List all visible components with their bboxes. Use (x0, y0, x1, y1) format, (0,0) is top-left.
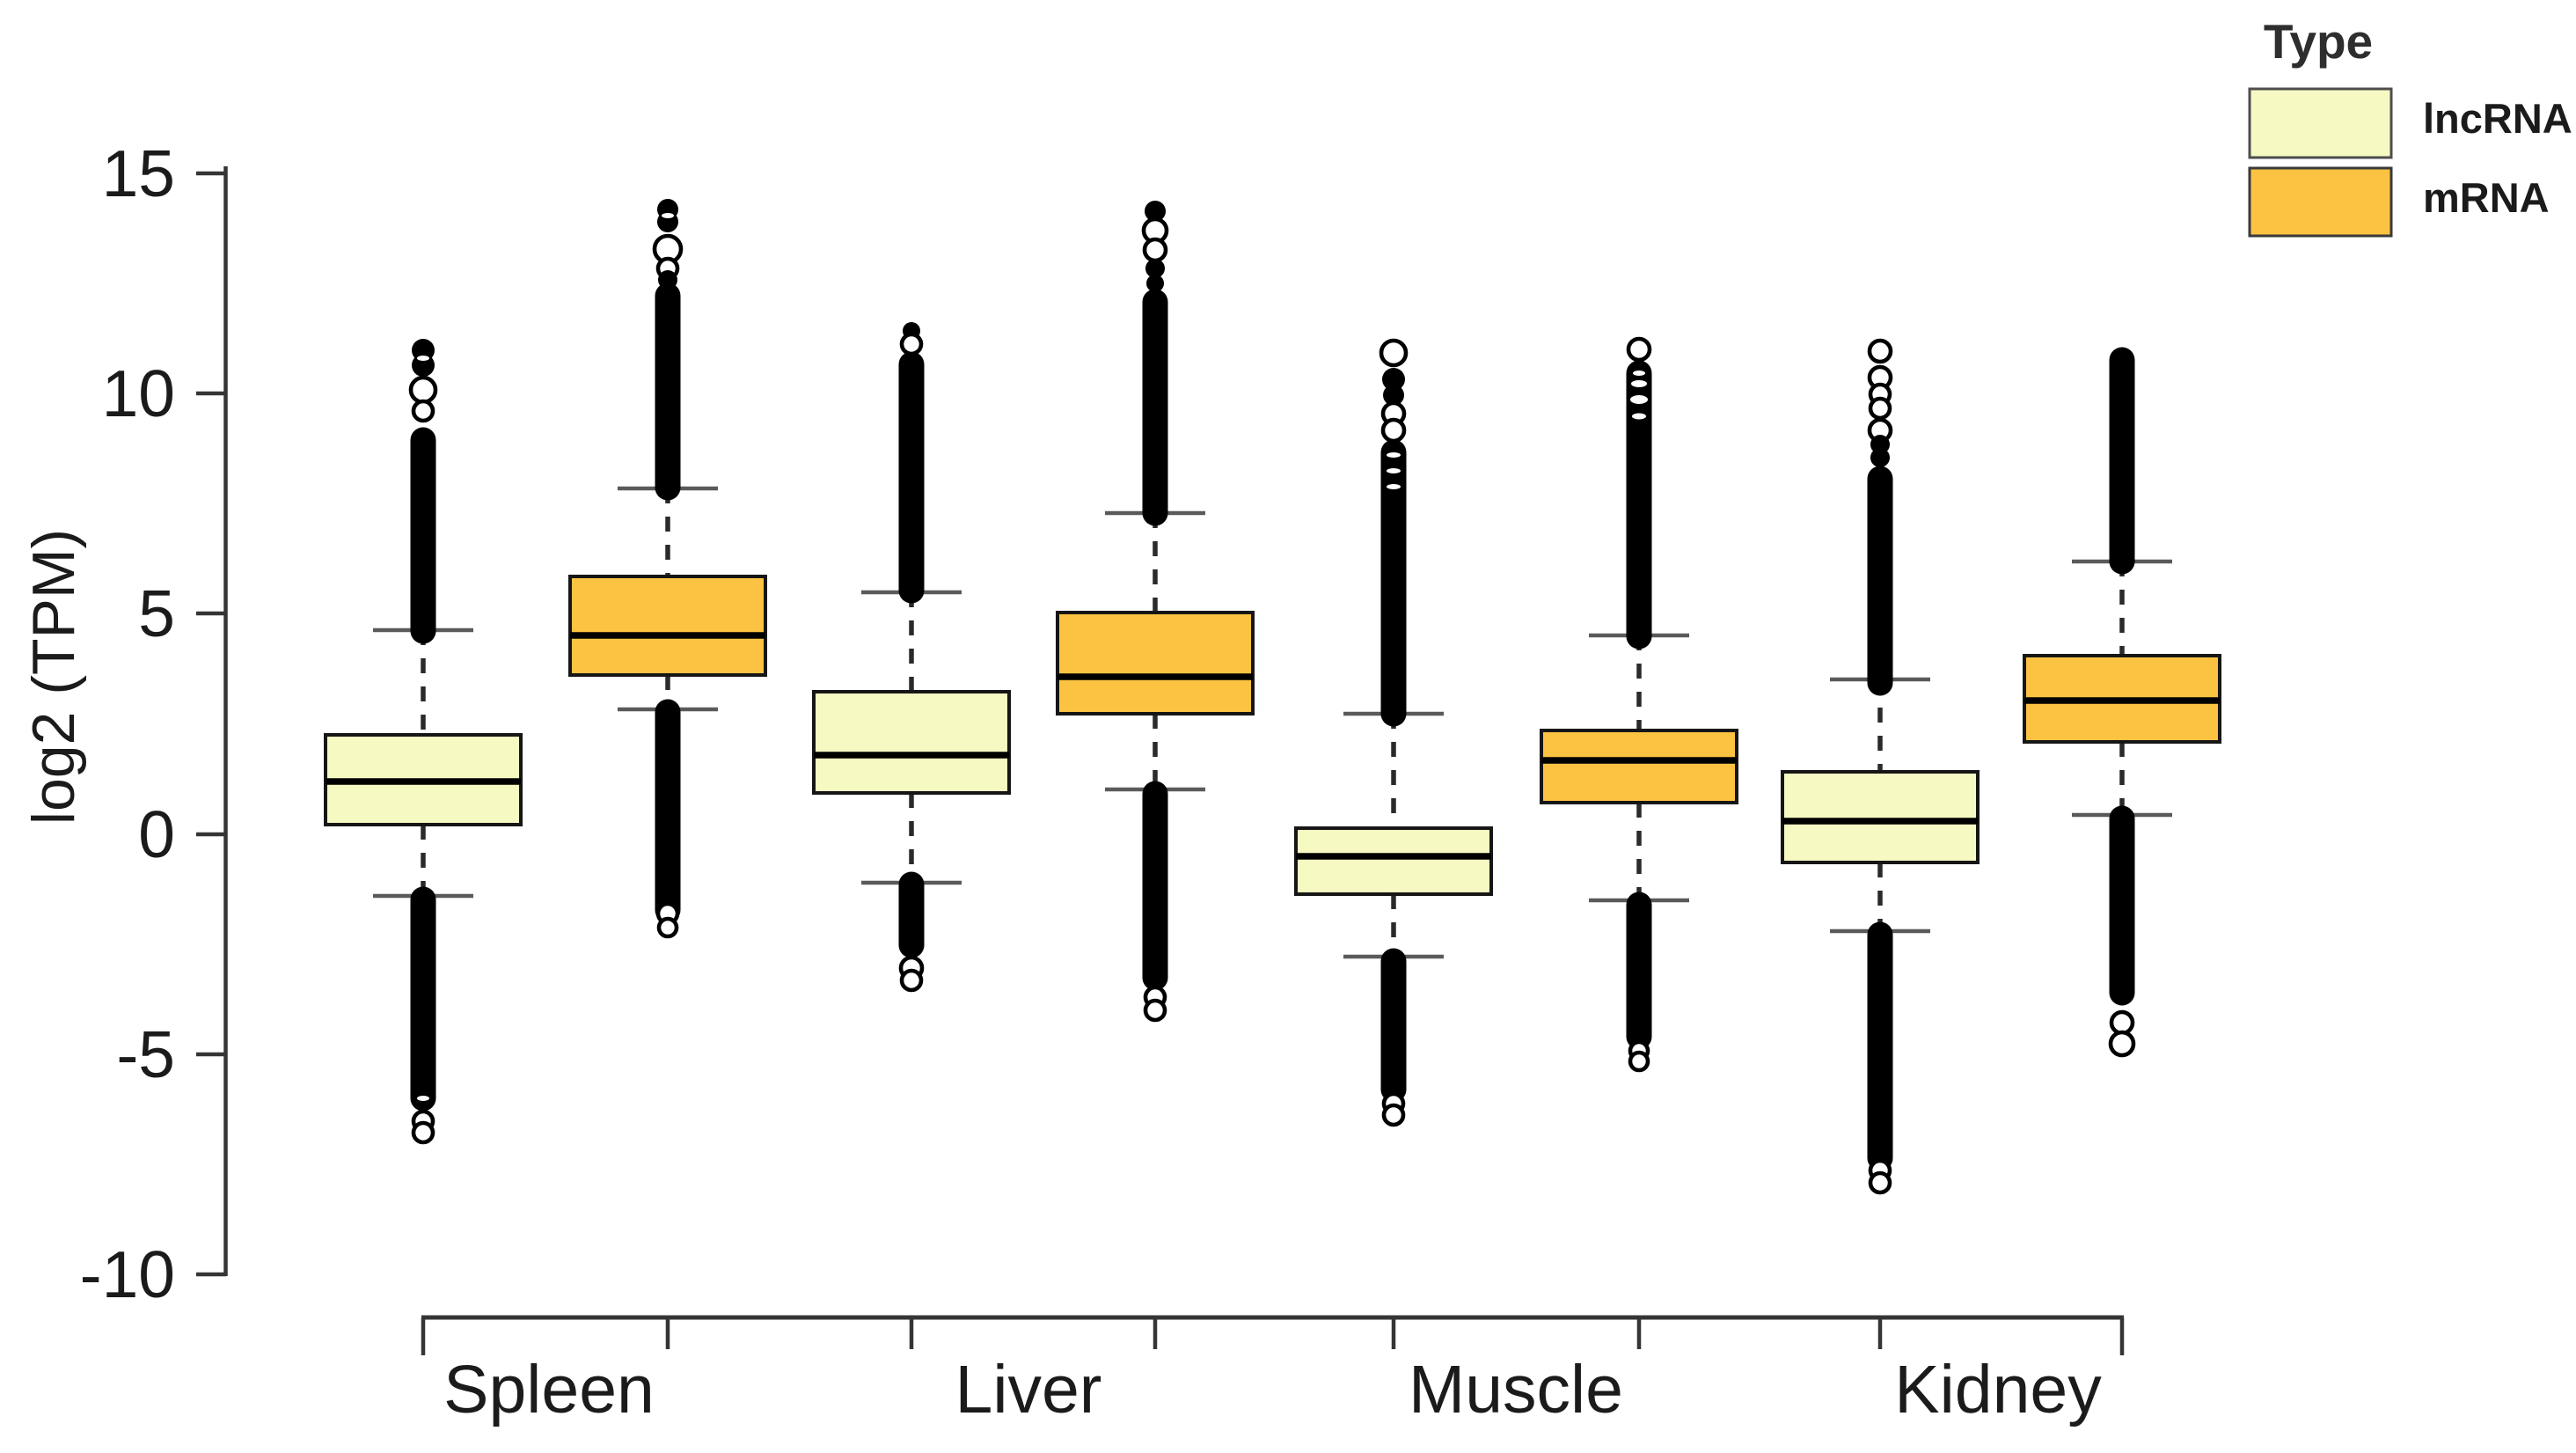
svg-text:-10: -10 (80, 1237, 175, 1311)
svg-text:0: 0 (138, 797, 175, 871)
svg-text:mRNA: mRNA (2423, 174, 2550, 221)
svg-text:Liver: Liver (955, 1352, 1102, 1427)
svg-text:lncRNA: lncRNA (2423, 95, 2572, 142)
svg-text:Kidney: Kidney (1894, 1352, 2102, 1427)
svg-text:log2 (TPM): log2 (TPM) (20, 529, 87, 825)
svg-text:Type: Type (2264, 14, 2373, 69)
svg-text:10: 10 (102, 356, 175, 430)
svg-text:Spleen: Spleen (443, 1352, 655, 1427)
svg-text:5: 5 (138, 576, 175, 650)
svg-text:-5: -5 (116, 1017, 175, 1091)
svg-text:Muscle: Muscle (1409, 1352, 1623, 1427)
svg-text:15: 15 (102, 136, 175, 210)
